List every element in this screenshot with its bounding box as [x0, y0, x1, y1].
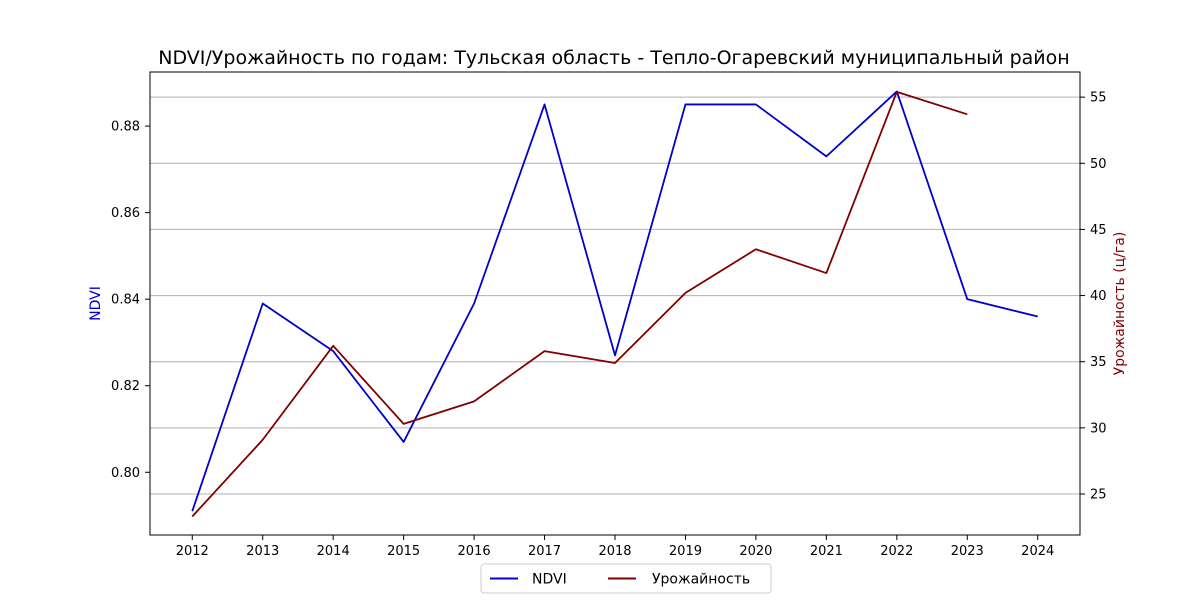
x-tick-label: 2019	[669, 544, 702, 559]
series-layer	[191, 90, 1038, 518]
x-tick-label: 2017	[528, 544, 561, 559]
y-right-axis-label: Урожайность (ц/га)	[1112, 232, 1128, 376]
y-left-axis: 0.80 0.82 0.84 0.86 0.88	[111, 120, 150, 481]
y-left-tick-label: 0.80	[111, 466, 140, 481]
x-tick-label: 2013	[246, 544, 279, 559]
y-right-tick-label: 30	[1090, 421, 1107, 436]
legend-label-ndvi: NDVI	[532, 572, 567, 588]
x-tick-label: 2012	[176, 544, 209, 559]
plot-frame	[149, 71, 1081, 536]
y-right-tick-label: 35	[1090, 355, 1107, 370]
y-right-tick-label: 55	[1090, 91, 1107, 106]
x-tick-label: 2022	[880, 544, 913, 559]
series-line-yield	[191, 90, 968, 518]
y-left-tick-label: 0.84	[111, 293, 140, 308]
x-tick-label: 2016	[458, 544, 491, 559]
y-right-tick-label: 25	[1090, 487, 1107, 502]
series-line-ndvi	[191, 90, 1038, 512]
y-right-tick-label: 40	[1090, 289, 1107, 304]
y-right-axis: 25 30 35 40 45 50 55	[1080, 91, 1107, 502]
legend-label-yield: Урожайность	[652, 572, 750, 588]
x-tick-label: 2015	[387, 544, 420, 559]
x-tick-label: 2021	[810, 544, 843, 559]
y-left-tick-label: 0.82	[111, 379, 140, 394]
x-tick-label: 2018	[598, 544, 631, 559]
x-tick-label: 2024	[1021, 544, 1054, 559]
x-tick-label: 2014	[317, 544, 350, 559]
x-tick-label: 2020	[739, 544, 772, 559]
y-left-axis-label: NDVI	[88, 286, 104, 321]
x-tick-label: 2023	[951, 544, 984, 559]
legend: NDVI Урожайность	[480, 563, 772, 594]
y-left-tick-label: 0.86	[111, 206, 140, 221]
chart-title: NDVI/Урожайность по годам: Тульская обла…	[158, 47, 1069, 69]
y-left-tick-label: 0.88	[111, 120, 140, 135]
y-right-tick-label: 45	[1090, 223, 1107, 238]
grid	[150, 96, 1080, 495]
x-axis: 2012 2013 2014 2015 2016 2017 2018 2019 2020 2021…	[176, 535, 1054, 559]
y-right-tick-label: 50	[1090, 157, 1107, 172]
